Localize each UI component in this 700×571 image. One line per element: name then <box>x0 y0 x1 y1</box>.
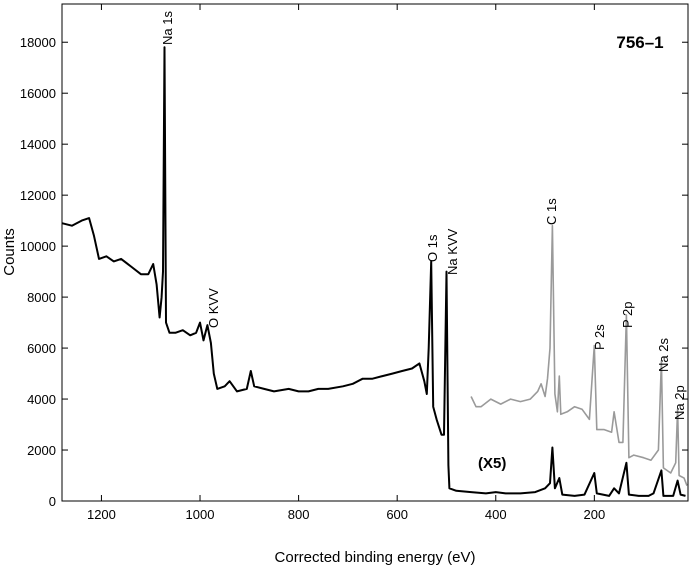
peak-annotation: Na KVV <box>445 228 460 275</box>
peak-annotation: O KVV <box>206 288 221 328</box>
chart-title: 756–1 <box>616 33 663 52</box>
peak-annotation: P 2p <box>620 301 635 328</box>
x-tick-label: 600 <box>386 507 408 522</box>
peak-annotation: P 2s <box>592 324 607 350</box>
x-axis-label: Corrected binding energy (eV) <box>275 549 476 566</box>
peak-annotation: Na 1s <box>160 11 175 45</box>
y-tick-label: 14000 <box>20 137 56 152</box>
y-tick-label: 10000 <box>20 239 56 254</box>
spectrum-line <box>61 46 686 497</box>
plot-frame <box>61 3 689 502</box>
y-tick-label: 18000 <box>20 35 56 50</box>
y-axis-label: Counts <box>1 228 18 276</box>
y-tick-label: 16000 <box>20 86 56 101</box>
peak-annotation: O 1s <box>425 234 440 262</box>
y-tick-label: 8000 <box>27 290 56 305</box>
x-tick-label: 200 <box>583 507 605 522</box>
x-tick-label: 1000 <box>186 507 215 522</box>
x-tick-label: 400 <box>485 507 507 522</box>
y-tick-label: 2000 <box>27 443 56 458</box>
y-tick-label: 6000 <box>27 341 56 356</box>
peak-annotation: (X5) <box>478 455 506 472</box>
peak-annotation: Na 2p <box>672 385 687 420</box>
y-tick-label: 0 <box>49 494 56 509</box>
x-tick-label: 1200 <box>87 507 116 522</box>
x-tick-label: 800 <box>288 507 310 522</box>
peak-annotation: Na 2s <box>656 338 671 372</box>
spectrum-line <box>470 224 688 486</box>
y-tick-label: 12000 <box>20 188 56 203</box>
y-tick-label: 4000 <box>27 392 56 407</box>
peak-annotation: C 1s <box>544 198 559 225</box>
